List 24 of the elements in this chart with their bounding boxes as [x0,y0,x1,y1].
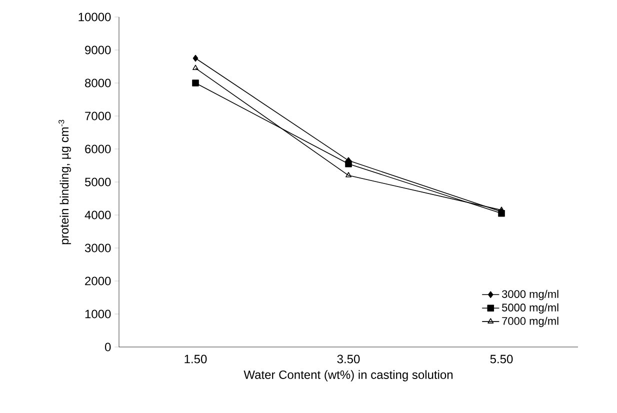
y-tick-label: 7000 [85,112,111,120]
point [345,160,352,168]
y-tick-label: 1000 [85,310,111,318]
y-tick-label: 4000 [84,210,111,220]
y-tick-label: 9000 [85,46,111,54]
legend-label: 3000 mg/ml [502,290,558,300]
point [192,64,199,70]
point [192,80,199,86]
y-axis-title: protein binding, µg cm$^{-3}$ [58,120,71,244]
y-tick-label: 3000 [84,244,111,252]
legend-label: 7000 mg/ml [502,316,558,328]
x-tick-label: 1.50 [184,354,207,364]
legend-label: 5000 mg/ml [502,303,558,314]
y-tick-label: 6000 [85,144,111,154]
y-tick-label: 5000 [84,178,111,186]
y-tick-label: 8000 [85,78,111,88]
x-tick-label: 3.50 [337,354,360,364]
x-tick-label: 5.50 [490,354,513,364]
y-tick-label: 0 [105,342,111,352]
y-tick-label: 10000 [78,12,111,22]
x-axis-title: Water Content (wt%) in casting solution [244,370,453,382]
point [346,172,352,178]
y-tick-label: 2000 [85,276,111,286]
point [192,54,198,62]
